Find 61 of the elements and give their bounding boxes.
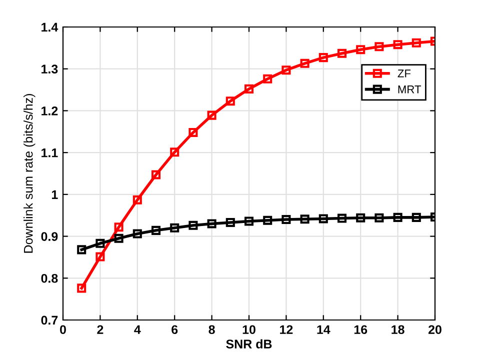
point: [263, 216, 272, 225]
point: [337, 214, 347, 223]
point: [393, 212, 402, 222]
point: [318, 53, 328, 62]
point: [318, 214, 328, 224]
point: [374, 42, 384, 52]
point: [132, 195, 142, 204]
y-tick-label: 1: [52, 190, 58, 199]
x-tick-label: 2: [97, 325, 104, 334]
x-tick-label: 0: [60, 325, 66, 334]
point: [244, 216, 254, 226]
point: [132, 229, 142, 238]
y-tick-label: 1.4: [42, 22, 58, 32]
legend-label: ZF: [398, 70, 411, 78]
x-tick-label: 20: [428, 325, 442, 334]
point: [412, 212, 421, 222]
point: [96, 238, 105, 248]
point: [151, 226, 161, 235]
x-tick-label: 14: [317, 325, 330, 334]
point: [356, 213, 366, 222]
point: [77, 245, 86, 254]
point: [374, 213, 384, 222]
x-tick-label: 6: [172, 325, 178, 334]
y-tick-label: 1.3: [42, 64, 58, 74]
y-tick-label: 0.9: [41, 232, 58, 241]
point: [77, 284, 86, 293]
x-tick-label: 4: [134, 325, 141, 334]
y-tick-label: 1.1: [42, 148, 58, 158]
x-tick-label: 18: [392, 325, 404, 334]
y-axis-title: Downlink sum rate (bits/s/hz): [24, 94, 36, 253]
y-tick-label: 0.7: [41, 316, 58, 325]
point: [412, 38, 421, 48]
point: [207, 110, 216, 120]
point: [188, 128, 198, 137]
point: [356, 45, 366, 54]
point: [300, 58, 310, 68]
point: [114, 234, 124, 243]
x-axis-title: SNR dB: [226, 339, 272, 348]
x-tick-label: 10: [242, 325, 256, 334]
point: [170, 148, 180, 157]
point: [188, 220, 198, 230]
point: [226, 96, 235, 106]
point: [393, 40, 402, 50]
point: [96, 252, 105, 262]
point: [170, 223, 180, 232]
x-tick-label: 8: [208, 325, 215, 334]
point: [282, 215, 291, 224]
point: [207, 219, 216, 228]
y-tick-label: 0.8: [41, 274, 58, 283]
point: [300, 214, 310, 224]
point: [114, 222, 124, 232]
point: [263, 74, 272, 84]
x-tick-label: 16: [354, 325, 368, 334]
point: [282, 66, 291, 75]
x-tick-label: 12: [280, 325, 293, 334]
point: [337, 48, 347, 58]
y-tick-label: 1.2: [42, 106, 58, 116]
point: [151, 170, 161, 180]
legend-label: MRT: [398, 86, 422, 94]
point: [226, 218, 235, 227]
point: [244, 84, 254, 94]
